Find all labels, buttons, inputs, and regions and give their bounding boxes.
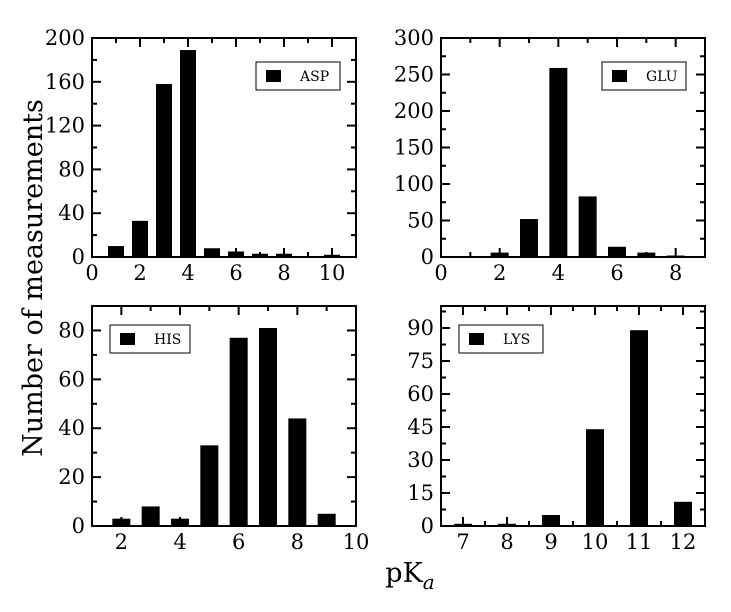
asp-x-tick-label: 2 xyxy=(133,261,146,285)
asp-y-tick-label: 40 xyxy=(58,201,85,225)
lys-y-tick-label: 45 xyxy=(407,415,434,439)
lys-bar xyxy=(630,330,648,526)
his-y-tick-label: 20 xyxy=(58,465,85,489)
panel-asp: 0 2 4 6 8 10 0 40 80 120 160 200 ASP xyxy=(45,26,357,285)
asp-x-tick-label: 10 xyxy=(319,261,346,285)
panel-glu: 0 2 4 6 8 0 50 100 150 200 250 300 GLU xyxy=(394,26,706,285)
his-bar xyxy=(288,418,307,526)
glu-y-tick-label: 200 xyxy=(394,99,434,123)
his-y-tick-label: 0 xyxy=(72,514,85,538)
glu-bar xyxy=(549,67,568,258)
asp-y-tick-label: 160 xyxy=(45,70,85,94)
glu-y-tick-label: 150 xyxy=(394,136,434,160)
asp-y-tick-label: 120 xyxy=(45,114,85,138)
his-legend-label: HIS xyxy=(154,332,181,348)
asp-legend-label: ASP xyxy=(299,69,329,85)
asp-y-tick-label: 0 xyxy=(72,245,85,269)
his-legend-swatch xyxy=(120,333,135,345)
asp-bar xyxy=(108,246,124,257)
lys-y-tick-label: 0 xyxy=(421,514,434,538)
his-bar xyxy=(200,445,219,526)
lys-x-tick-label: 9 xyxy=(544,530,557,554)
lys-x-tick-label: 7 xyxy=(456,530,469,554)
lys-y-tick-label: 75 xyxy=(407,349,434,373)
glu-bar xyxy=(578,196,597,257)
lys-y-tick-label: 90 xyxy=(407,316,434,340)
his-x-tick-label: 10 xyxy=(343,530,370,554)
glu-x-tick-label: 8 xyxy=(669,261,682,285)
asp-legend-swatch xyxy=(266,70,281,82)
his-y-tick-label: 40 xyxy=(58,416,85,440)
his-bar xyxy=(141,506,160,526)
his-x-tick-label: 2 xyxy=(115,530,128,554)
y-axis-label: Number of measurements xyxy=(18,99,49,457)
glu-legend-label: GLU xyxy=(646,69,678,85)
x-axis-label: pKa xyxy=(385,558,434,594)
his-y-tick-label: 60 xyxy=(58,367,85,391)
lys-x-tick-label: 12 xyxy=(670,530,697,554)
glu-y-tick-label: 50 xyxy=(407,209,434,233)
lys-bar xyxy=(586,429,604,526)
glu-y-tick-label: 0 xyxy=(421,245,434,269)
lys-y-tick-label: 15 xyxy=(407,481,434,505)
lys-legend-label: LYS xyxy=(503,332,530,348)
his-bar xyxy=(229,337,248,526)
panel-his: 2 4 6 8 10 0 20 40 60 80 HIS xyxy=(58,305,370,554)
lys-x-tick-label: 8 xyxy=(500,530,513,554)
his-x-tick-label: 4 xyxy=(173,530,186,554)
lys-legend-swatch xyxy=(469,333,484,345)
lys-x-tick-label: 10 xyxy=(582,530,609,554)
his-x-tick-label: 6 xyxy=(232,530,245,554)
asp-x-tick-label: 6 xyxy=(229,261,242,285)
asp-x-tick-label: 4 xyxy=(181,261,194,285)
glu-x-tick-label: 6 xyxy=(610,261,623,285)
glu-x-tick-label: 2 xyxy=(493,261,506,285)
lys-y-tick-label: 30 xyxy=(407,448,434,472)
x-axis-label-subscript: a xyxy=(423,570,435,594)
glu-x-tick-label: 0 xyxy=(434,261,447,285)
his-y-tick-label: 80 xyxy=(58,318,85,342)
asp-bar xyxy=(132,220,148,257)
asp-bar xyxy=(156,83,172,258)
asp-x-tick-label: 8 xyxy=(277,261,290,285)
his-plot-frame xyxy=(91,305,357,527)
his-x-tick-label: 8 xyxy=(291,530,304,554)
lys-x-tick-label: 11 xyxy=(626,530,653,554)
x-axis-label-main: pK xyxy=(385,558,423,589)
lys-y-tick-label: 60 xyxy=(407,382,434,406)
asp-y-tick-label: 200 xyxy=(45,26,85,50)
asp-x-tick-label: 0 xyxy=(85,261,98,285)
panel-lys: 7 8 9 10 11 12 0 15 30 45 60 75 90 LYS xyxy=(407,305,706,554)
asp-y-tick-label: 80 xyxy=(58,157,85,181)
glu-x-tick-label: 4 xyxy=(552,261,565,285)
his-bar xyxy=(259,328,277,526)
glu-legend-swatch xyxy=(612,70,627,82)
his-bar xyxy=(317,513,336,526)
glu-y-tick-label: 300 xyxy=(394,26,434,50)
asp-bar xyxy=(180,50,196,257)
lys-bar xyxy=(674,501,692,526)
glu-bar xyxy=(520,219,538,257)
glu-y-tick-label: 250 xyxy=(394,63,434,87)
glu-y-tick-label: 100 xyxy=(394,172,434,196)
